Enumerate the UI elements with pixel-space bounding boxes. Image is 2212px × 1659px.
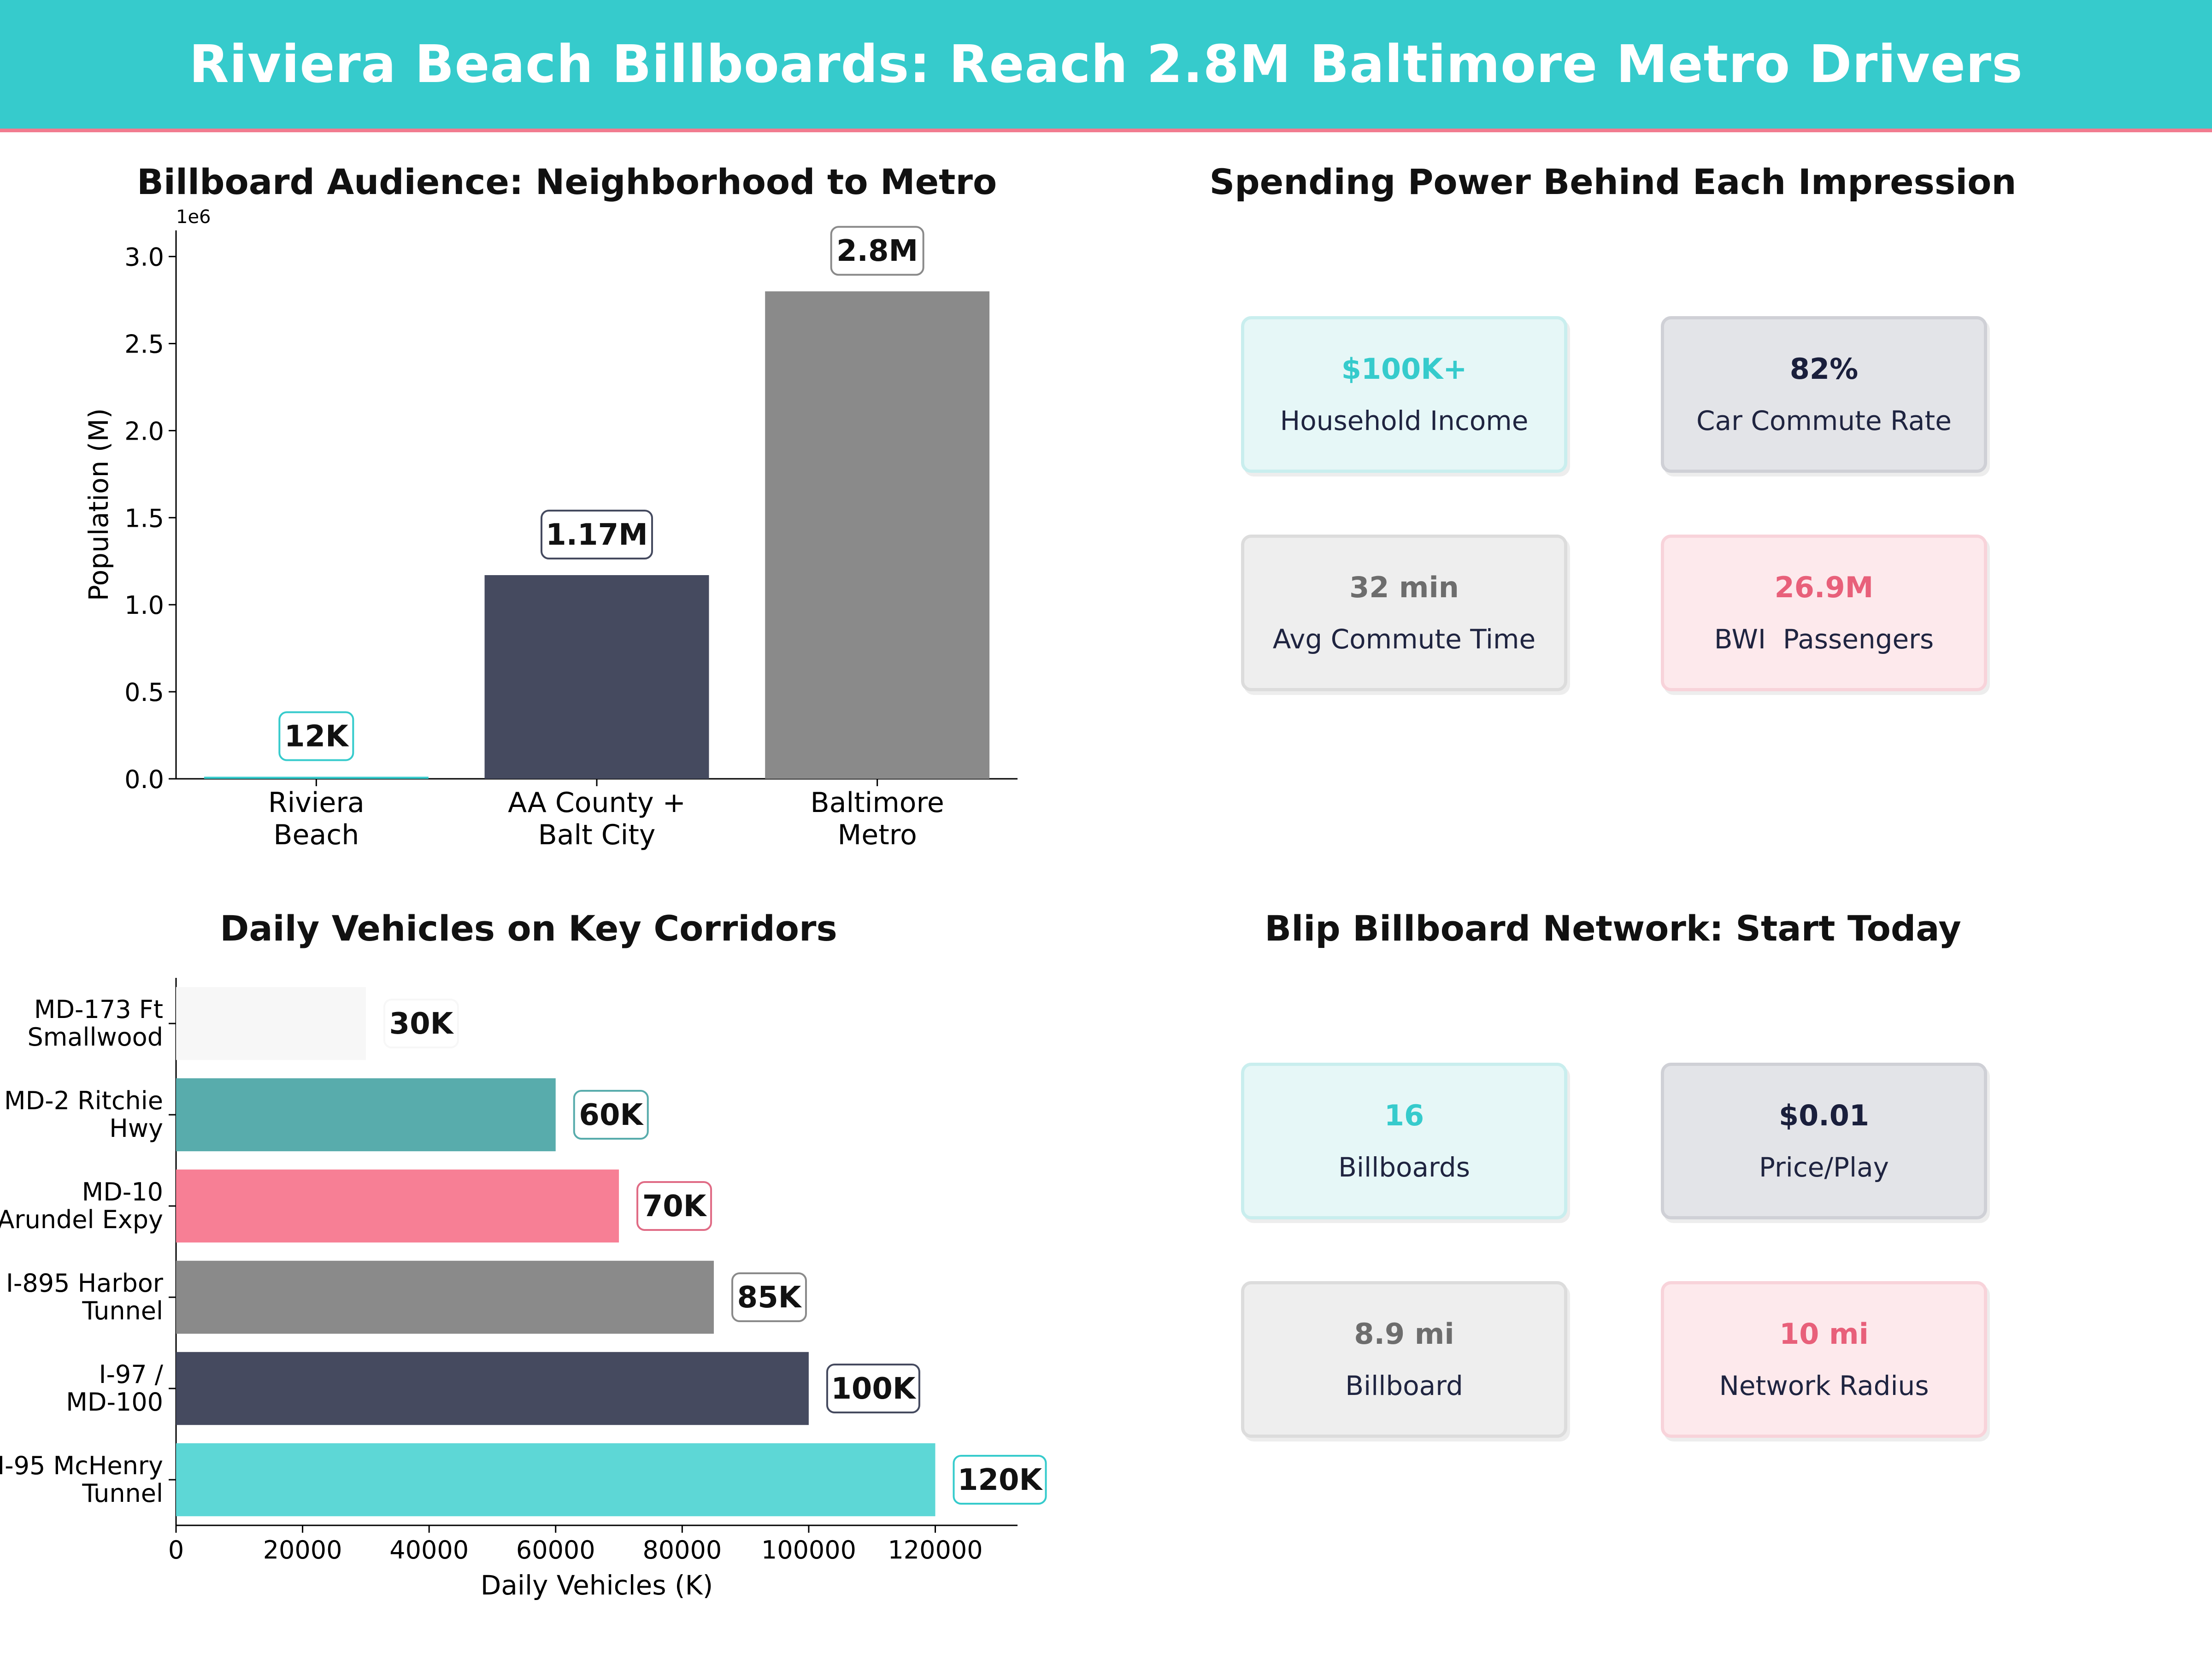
traffic-data-label: 70K (642, 1189, 707, 1224)
population-bar (484, 575, 709, 779)
spending-card: 32 min Avg Commute Time (1241, 535, 1567, 691)
population-data-label: 12K (284, 719, 349, 753)
spending-card-label: BWI Passengers (1714, 624, 1934, 655)
network-panel-title: Blip Billboard Network: Start Today (1265, 908, 1961, 949)
traffic-category-label: Tunnel (82, 1479, 163, 1508)
population-data-label: 2.8M (836, 234, 918, 268)
spending-card-label: Avg Commute Time (1272, 624, 1536, 655)
traffic-x-tick-label: 60000 (516, 1535, 595, 1565)
population-bar (204, 777, 429, 779)
page-title: Riviera Beach Billboards: Reach 2.8M Bal… (189, 34, 2023, 94)
population-data-label-box (830, 226, 924, 276)
traffic-category-label: Smallwood (28, 1023, 164, 1052)
population-chart-title: Billboard Audience: Neighborhood to Metr… (137, 161, 997, 202)
network-card-label: Billboards (1338, 1152, 1470, 1183)
network-card: 8.9 mi Billboard (1241, 1281, 1567, 1438)
population-y-tick-label: 2.5 (124, 330, 164, 359)
traffic-chart-title: Daily Vehicles on Key Corridors (220, 908, 837, 949)
traffic-data-label-box (636, 1181, 712, 1231)
traffic-bar (176, 987, 366, 1060)
traffic-bar (176, 1352, 809, 1425)
traffic-x-tick-label: 100000 (761, 1535, 856, 1565)
traffic-bar (176, 1260, 714, 1334)
network-card-value: $0.01 (1778, 1099, 1870, 1132)
population-data-label-box (541, 510, 653, 559)
traffic-data-label: 30K (389, 1007, 454, 1041)
traffic-category-label: I-97 / (99, 1360, 164, 1389)
network-card-label: Price/Play (1759, 1152, 1889, 1183)
traffic-category-label: MD-10 (82, 1177, 163, 1206)
spending-card: 82% Car Commute Rate (1661, 316, 1987, 473)
traffic-x-tick-label: 120000 (888, 1535, 982, 1565)
population-y-tick-label: 1.5 (124, 504, 164, 533)
traffic-x-tick-label: 80000 (642, 1535, 722, 1565)
traffic-category-label: MD-173 Ft (34, 995, 163, 1024)
network-card: 10 mi Network Radius (1661, 1281, 1987, 1438)
population-bar (765, 291, 990, 779)
traffic-bar (176, 1169, 619, 1243)
traffic-data-label: 60K (579, 1098, 644, 1132)
population-category-label: Baltimore (811, 787, 944, 819)
traffic-category-label: MD-2 Ritchie (4, 1086, 163, 1115)
header-banner: Riviera Beach Billboards: Reach 2.8M Bal… (0, 0, 2212, 132)
network-card-value: 10 mi (1779, 1317, 1869, 1351)
network-card-label: Network Radius (1719, 1370, 1929, 1401)
population-category-label: Beach (273, 819, 359, 851)
population-category-label: AA County + (508, 787, 686, 819)
traffic-data-label-box (573, 1090, 649, 1140)
spending-panel-title: Spending Power Behind Each Impression (1209, 161, 2017, 202)
spending-card: $100K+ Household Income (1241, 316, 1567, 473)
network-card-value: 16 (1384, 1099, 1424, 1132)
network-card: $0.01 Price/Play (1661, 1063, 1987, 1219)
spending-card-value: 32 min (1349, 571, 1459, 604)
traffic-category-label: Arundel Expy (0, 1205, 163, 1234)
traffic-data-label: 100K (831, 1372, 917, 1406)
traffic-data-label-box (383, 999, 459, 1048)
traffic-category-label: MD-100 (66, 1388, 163, 1417)
population-data-label-box (278, 711, 354, 761)
population-y-tick-label: 1.0 (124, 591, 164, 620)
network-card-value: 8.9 mi (1354, 1317, 1454, 1351)
traffic-x-tick-label: 20000 (263, 1535, 342, 1565)
population-y-tick-label: 0.0 (124, 765, 164, 794)
traffic-data-label: 120K (958, 1463, 1043, 1497)
spending-card-value: 82% (1789, 352, 1859, 386)
traffic-category-label: Hwy (109, 1114, 163, 1143)
network-card: 16 Billboards (1241, 1063, 1567, 1219)
spending-card-label: Car Commute Rate (1696, 405, 1952, 436)
population-y-tick-label: 0.5 (124, 678, 164, 707)
spending-card-value: 26.9M (1774, 571, 1874, 604)
population-category-label: Riviera (268, 787, 365, 819)
traffic-data-label-box (826, 1364, 920, 1413)
spending-card-label: Household Income (1280, 405, 1529, 436)
traffic-x-tick-label: 0 (168, 1535, 184, 1565)
population-category-label: Balt City (538, 819, 656, 851)
population-scale-note: 1e6 (176, 206, 211, 228)
traffic-bar (176, 1078, 556, 1152)
traffic-x-axis-label: Daily Vehicles (K) (481, 1570, 713, 1601)
traffic-data-label: 85K (737, 1281, 802, 1315)
traffic-category-label: I-895 Harbor (6, 1269, 164, 1298)
network-card-label: Billboard (1345, 1370, 1463, 1401)
spending-card: 26.9M BWI Passengers (1661, 535, 1987, 691)
population-category-label: Metro (838, 819, 917, 851)
traffic-data-label-box (731, 1272, 807, 1322)
traffic-category-label: Tunnel (82, 1296, 163, 1325)
population-y-tick-label: 2.0 (124, 417, 164, 446)
traffic-category-label: I-95 McHenry (0, 1451, 163, 1480)
population-y-axis-label: Population (M) (83, 408, 114, 601)
traffic-data-label-box (953, 1455, 1047, 1505)
population-y-tick-label: 3.0 (124, 243, 164, 272)
spending-card-value: $100K+ (1341, 352, 1467, 386)
traffic-bar (176, 1443, 935, 1517)
traffic-x-tick-label: 40000 (389, 1535, 469, 1565)
population-data-label: 1.17M (546, 518, 648, 552)
